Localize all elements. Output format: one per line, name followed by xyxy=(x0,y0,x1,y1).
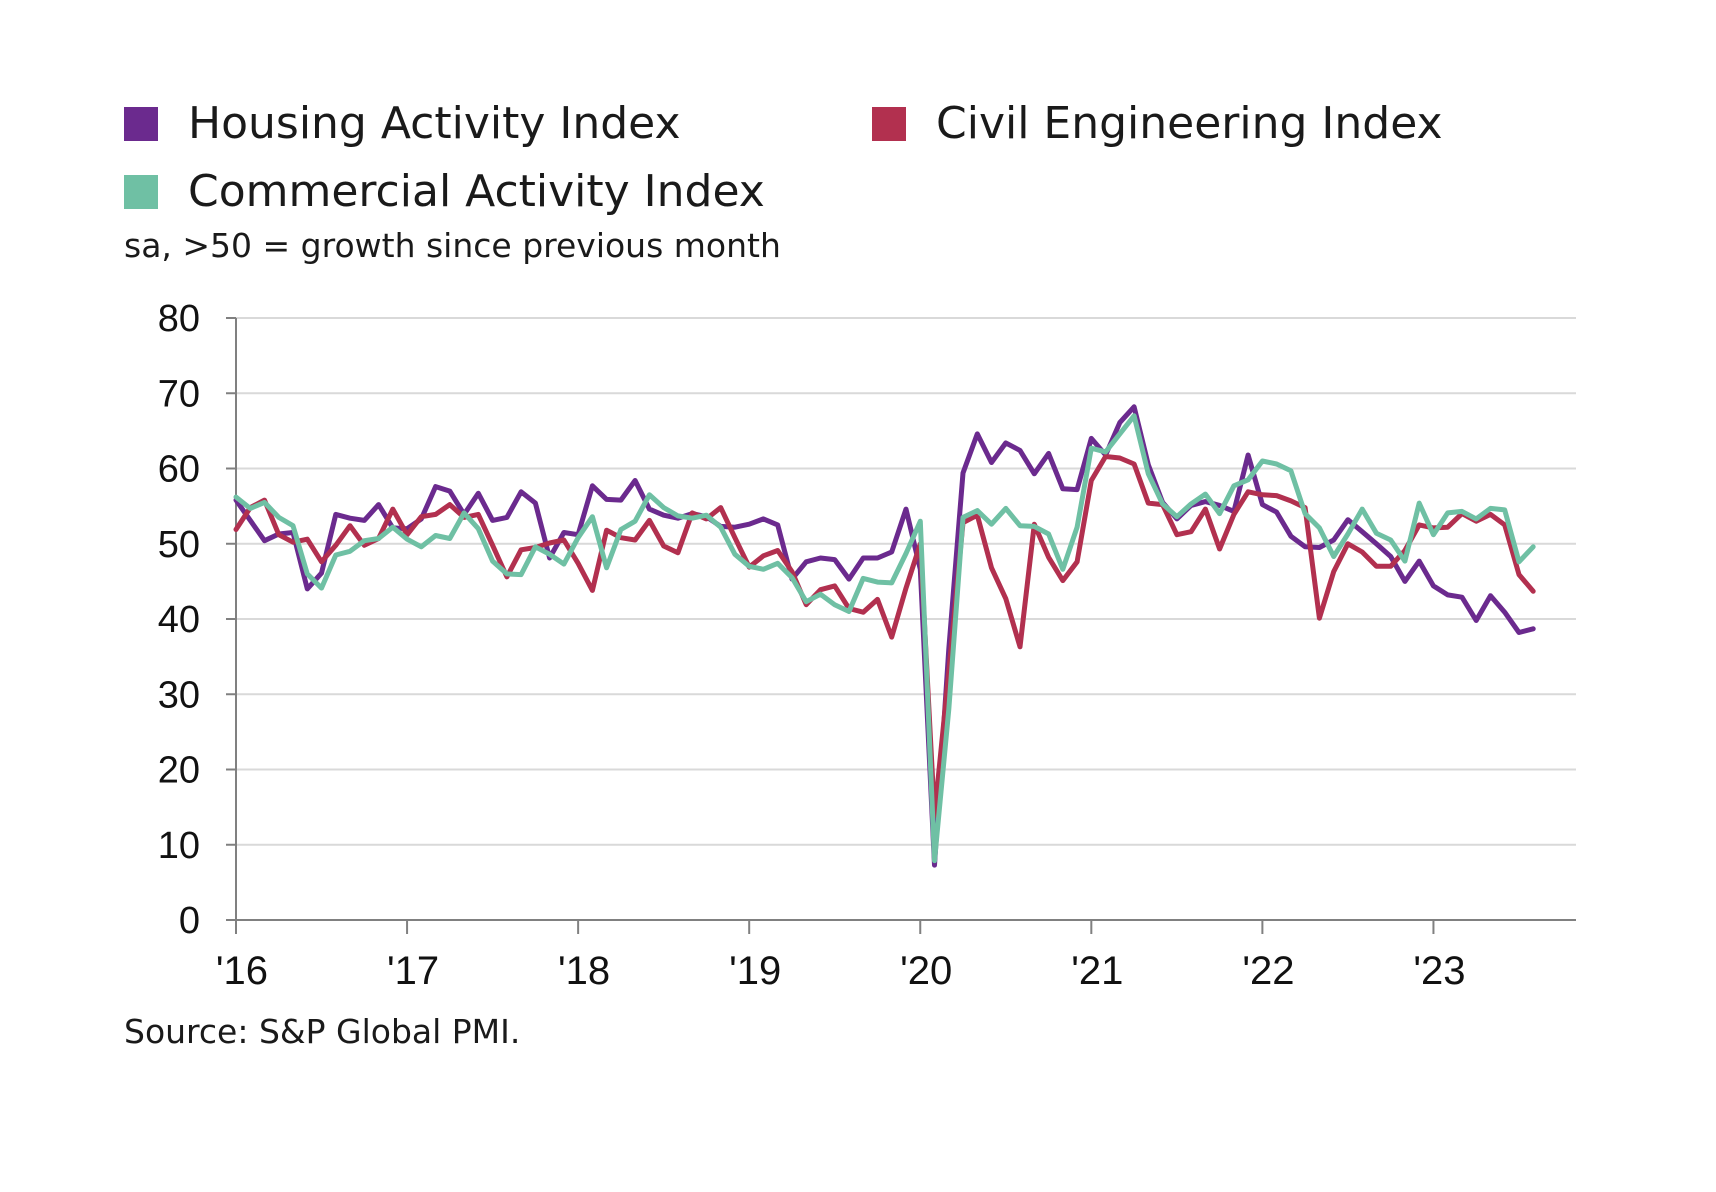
x-tick-label: '21 xyxy=(1071,949,1123,993)
legend-item-housing: Housing Activity Index xyxy=(124,98,681,149)
grid-lines xyxy=(236,317,1576,846)
series-line-commercial xyxy=(233,413,1536,864)
y-tick-label: 60 xyxy=(158,449,200,491)
source-note: Source: S&P Global PMI. xyxy=(124,1012,521,1051)
y-tick-label: 80 xyxy=(158,298,200,340)
y-tick-label: 50 xyxy=(158,524,200,566)
x-tick-label: '19 xyxy=(729,949,781,993)
y-tick-label: 30 xyxy=(158,674,200,716)
x-tick-label: '22 xyxy=(1242,949,1294,993)
y-tick-label: 20 xyxy=(158,750,200,792)
chart-axes: 0 10 20 30 40 50 60 70 80 '16 '17 '18 '19 '20 '21 '22 '2… xyxy=(158,298,1576,993)
legend-item-civil: Civil Engineering Index xyxy=(872,98,1443,149)
y-tick-label: 70 xyxy=(158,373,200,415)
y-tick-label: 0 xyxy=(179,900,200,942)
y-tick-label: 10 xyxy=(158,825,200,867)
legend-swatch-housing xyxy=(124,106,158,141)
legend-label-civil: Civil Engineering Index xyxy=(936,98,1443,149)
legend-item-commercial: Commercial Activity Index xyxy=(124,166,765,217)
legend-label-housing: Housing Activity Index xyxy=(188,98,681,149)
series-lines xyxy=(233,404,1536,868)
x-tick-label: '16 xyxy=(216,949,268,993)
legend-swatch-commercial xyxy=(124,174,158,209)
legend-swatch-civil xyxy=(872,106,906,141)
x-tick-label: '20 xyxy=(900,949,952,993)
x-tick-label: '17 xyxy=(387,949,439,993)
series-line-housing xyxy=(233,404,1536,868)
x-tick-label: '23 xyxy=(1413,949,1465,993)
legend-label-commercial: Commercial Activity Index xyxy=(188,166,765,217)
chart-subtitle: sa, >50 = growth since previous month xyxy=(124,226,781,265)
x-tick-label: '18 xyxy=(558,949,610,993)
y-tick-label: 40 xyxy=(158,599,200,641)
series-line-civil xyxy=(233,454,1536,818)
